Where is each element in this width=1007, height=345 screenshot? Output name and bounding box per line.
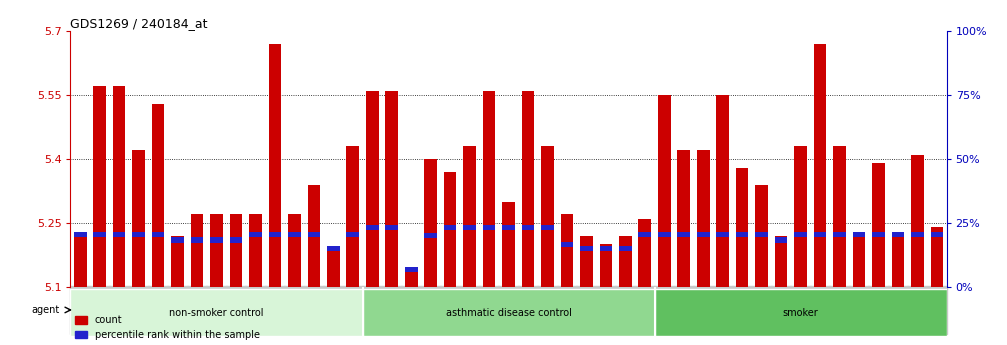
Bar xyxy=(288,232,301,237)
Bar xyxy=(655,289,947,336)
Bar xyxy=(171,236,184,287)
Bar xyxy=(872,232,885,237)
Bar xyxy=(697,232,710,237)
Bar xyxy=(814,44,827,287)
Bar xyxy=(288,215,301,287)
Bar xyxy=(911,155,923,287)
Bar xyxy=(774,237,787,243)
Bar xyxy=(269,232,281,237)
Bar xyxy=(619,246,631,251)
Bar xyxy=(736,232,748,237)
Bar xyxy=(930,232,944,237)
Bar xyxy=(774,236,787,287)
Bar xyxy=(853,232,865,237)
Bar xyxy=(152,104,164,287)
Bar xyxy=(152,232,164,237)
Bar xyxy=(599,246,612,251)
Text: agent: agent xyxy=(32,305,60,315)
Bar xyxy=(599,244,612,287)
Bar xyxy=(755,232,768,237)
Bar xyxy=(716,232,729,237)
Bar xyxy=(307,232,320,237)
Bar xyxy=(736,168,748,287)
Bar xyxy=(171,237,184,243)
Bar xyxy=(638,219,652,287)
Bar xyxy=(482,225,495,230)
Bar xyxy=(249,215,262,287)
Bar xyxy=(678,232,690,237)
Bar xyxy=(755,185,768,287)
Bar xyxy=(872,163,885,287)
Bar xyxy=(580,246,593,251)
Bar xyxy=(70,289,363,336)
Bar xyxy=(911,232,923,237)
Bar xyxy=(891,236,904,287)
Bar xyxy=(386,225,398,230)
Bar xyxy=(363,289,655,336)
Bar xyxy=(697,150,710,287)
Bar xyxy=(853,236,865,287)
Bar xyxy=(74,236,87,287)
Bar xyxy=(444,172,456,287)
Bar xyxy=(74,232,87,237)
Bar xyxy=(346,146,359,287)
Bar xyxy=(210,237,223,243)
Bar xyxy=(638,232,652,237)
Bar xyxy=(405,270,418,287)
Bar xyxy=(249,232,262,237)
Bar xyxy=(132,150,145,287)
Bar xyxy=(405,267,418,273)
Bar xyxy=(561,242,573,247)
Bar xyxy=(327,246,339,251)
Bar xyxy=(891,232,904,237)
Bar xyxy=(814,232,827,237)
Bar xyxy=(307,185,320,287)
Bar xyxy=(833,232,846,237)
Bar xyxy=(561,215,573,287)
Bar xyxy=(541,146,554,287)
Bar xyxy=(113,87,126,287)
Bar xyxy=(522,225,535,230)
Bar xyxy=(658,232,671,237)
Bar xyxy=(346,232,359,237)
Bar xyxy=(482,91,495,287)
Bar xyxy=(619,236,631,287)
Bar xyxy=(678,150,690,287)
Bar xyxy=(716,95,729,287)
Bar xyxy=(190,215,203,287)
Bar xyxy=(113,232,126,237)
Bar xyxy=(210,215,223,287)
Bar xyxy=(522,91,535,287)
Bar xyxy=(463,225,476,230)
Bar xyxy=(930,227,944,287)
Bar xyxy=(658,95,671,287)
Bar xyxy=(463,146,476,287)
Bar xyxy=(424,233,437,238)
Bar xyxy=(502,225,515,230)
Text: non-smoker control: non-smoker control xyxy=(169,307,264,317)
Bar xyxy=(230,215,243,287)
Bar xyxy=(132,232,145,237)
Bar xyxy=(502,201,515,287)
Bar xyxy=(541,225,554,230)
Bar xyxy=(386,91,398,287)
Bar xyxy=(230,237,243,243)
Bar xyxy=(366,91,379,287)
Bar xyxy=(833,146,846,287)
Bar xyxy=(444,225,456,230)
Bar xyxy=(795,232,807,237)
Bar xyxy=(366,225,379,230)
Bar xyxy=(269,44,281,287)
Text: smoker: smoker xyxy=(782,307,819,317)
Text: asthmatic disease control: asthmatic disease control xyxy=(445,307,572,317)
Bar xyxy=(327,248,339,287)
Bar xyxy=(424,159,437,287)
Legend: count, percentile rank within the sample: count, percentile rank within the sample xyxy=(76,315,260,340)
Bar xyxy=(190,237,203,243)
Bar xyxy=(94,87,106,287)
Bar xyxy=(580,236,593,287)
Text: GDS1269 / 240184_at: GDS1269 / 240184_at xyxy=(70,17,208,30)
Bar xyxy=(94,232,106,237)
Bar xyxy=(795,146,807,287)
